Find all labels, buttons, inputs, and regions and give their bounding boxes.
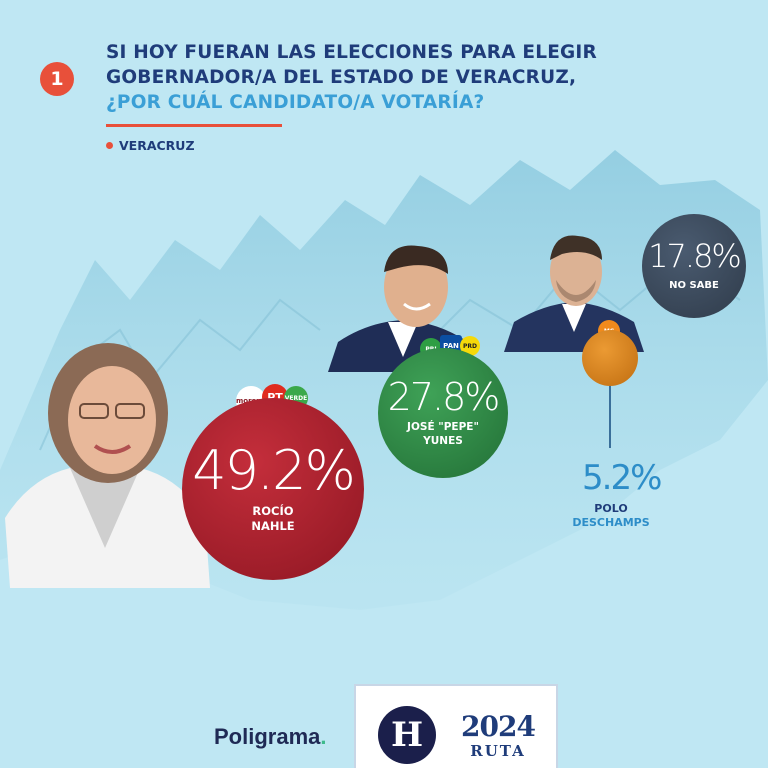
heraldo-logo: H: [378, 706, 436, 764]
value-label-yunes: 27.8%: [387, 375, 501, 419]
connector-line-deschamps: [609, 386, 611, 448]
region-text: VERACRUZ: [119, 138, 195, 153]
name-label-yunes: JOSÉ "PEPE" YUNES: [407, 421, 479, 447]
question-title: SI HOY FUERAN LAS ELECCIONES PARA ELEGIR…: [106, 40, 666, 115]
bubble-yunes: 27.8% JOSÉ "PEPE" YUNES: [378, 348, 508, 478]
question-line-2: GOBERNADOR/A DEL ESTADO DE VERACRUZ,: [106, 67, 577, 88]
question-number-badge: 1: [40, 62, 74, 96]
question-line-1: SI HOY FUERAN LAS ELECCIONES PARA ELEGIR: [106, 42, 597, 63]
bubble-no-sabe: 17.8% NO SABE: [642, 214, 746, 318]
name-label-no-sabe: NO SABE: [669, 279, 719, 291]
candidate-photo-yunes: [328, 245, 478, 372]
value-label-no-sabe: 17.8%: [648, 236, 742, 275]
footer-logo-box: H 2024 RUTA: [354, 684, 558, 768]
region-label: VERACRUZ: [106, 138, 195, 153]
region-dot-icon: [106, 142, 113, 149]
name-label-nahle: ROCÍO NAHLE: [251, 504, 295, 533]
value-label-nahle: 49.2%: [192, 439, 356, 502]
title-underline: [106, 124, 282, 127]
ruta-2024-logo: 2024 RUTA: [461, 710, 536, 761]
value-label-deschamps: 5.2%: [582, 458, 662, 498]
poligrama-logo: Poligrama.: [214, 724, 327, 749]
bubble-deschamps: [582, 330, 638, 386]
bubble-nahle: 49.2% ROCÍO NAHLE: [182, 398, 364, 580]
candidate-photo-nahle: [5, 343, 210, 588]
question-line-3: ¿POR CUÁL CANDIDATO/A VOTARÍA?: [106, 92, 485, 113]
name-label-deschamps: POLO DESCHAMPS: [572, 502, 650, 529]
